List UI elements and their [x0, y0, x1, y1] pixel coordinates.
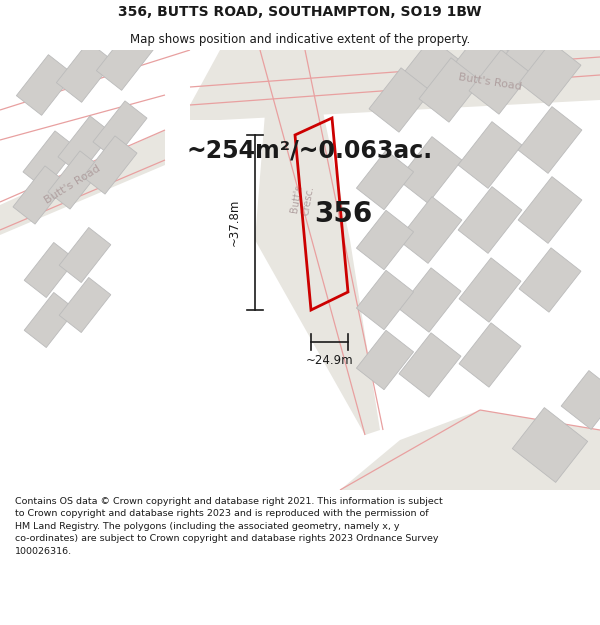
Text: ~254m²/~0.063ac.: ~254m²/~0.063ac.	[187, 138, 433, 162]
Polygon shape	[399, 38, 461, 102]
Polygon shape	[23, 131, 77, 189]
Polygon shape	[398, 137, 462, 203]
Polygon shape	[518, 177, 582, 243]
Polygon shape	[48, 151, 102, 209]
Text: ~37.8m: ~37.8m	[228, 199, 241, 246]
Polygon shape	[458, 187, 522, 253]
Polygon shape	[519, 248, 581, 312]
Text: 356, BUTTS ROAD, SOUTHAMPTON, SO19 1BW: 356, BUTTS ROAD, SOUTHAMPTON, SO19 1BW	[118, 6, 482, 19]
Polygon shape	[399, 333, 461, 397]
Polygon shape	[93, 101, 147, 159]
Polygon shape	[59, 228, 111, 282]
Polygon shape	[320, 410, 600, 490]
Polygon shape	[419, 58, 481, 122]
Text: Contains OS data © Crown copyright and database right 2021. This information is : Contains OS data © Crown copyright and d…	[15, 497, 443, 556]
Polygon shape	[13, 166, 67, 224]
Polygon shape	[356, 151, 413, 209]
Polygon shape	[459, 258, 521, 322]
Polygon shape	[16, 54, 74, 116]
Text: Map shows position and indicative extent of the property.: Map shows position and indicative extent…	[130, 32, 470, 46]
Polygon shape	[0, 130, 165, 235]
Polygon shape	[469, 50, 531, 114]
Polygon shape	[458, 122, 522, 188]
Polygon shape	[398, 197, 462, 263]
Polygon shape	[24, 292, 76, 348]
Polygon shape	[561, 371, 600, 429]
Polygon shape	[24, 242, 76, 298]
Polygon shape	[499, 22, 561, 86]
Polygon shape	[56, 42, 113, 102]
Text: ~24.9m: ~24.9m	[305, 354, 353, 367]
Polygon shape	[97, 29, 154, 91]
Polygon shape	[512, 408, 587, 482]
Polygon shape	[369, 68, 431, 132]
Polygon shape	[356, 271, 413, 329]
Polygon shape	[255, 50, 380, 435]
Polygon shape	[399, 268, 461, 332]
Polygon shape	[518, 107, 582, 173]
Polygon shape	[459, 323, 521, 387]
Polygon shape	[356, 331, 413, 389]
Polygon shape	[449, 30, 511, 94]
Polygon shape	[519, 42, 581, 106]
Polygon shape	[356, 211, 413, 269]
Polygon shape	[59, 278, 111, 332]
Polygon shape	[58, 116, 112, 174]
Polygon shape	[190, 50, 600, 120]
Text: Butt's
Cresc.: Butt's Cresc.	[289, 183, 315, 217]
Text: 356: 356	[314, 200, 373, 228]
Polygon shape	[83, 136, 137, 194]
Text: Butt's Road: Butt's Road	[458, 72, 523, 92]
Text: Butt's Road: Butt's Road	[42, 164, 102, 206]
